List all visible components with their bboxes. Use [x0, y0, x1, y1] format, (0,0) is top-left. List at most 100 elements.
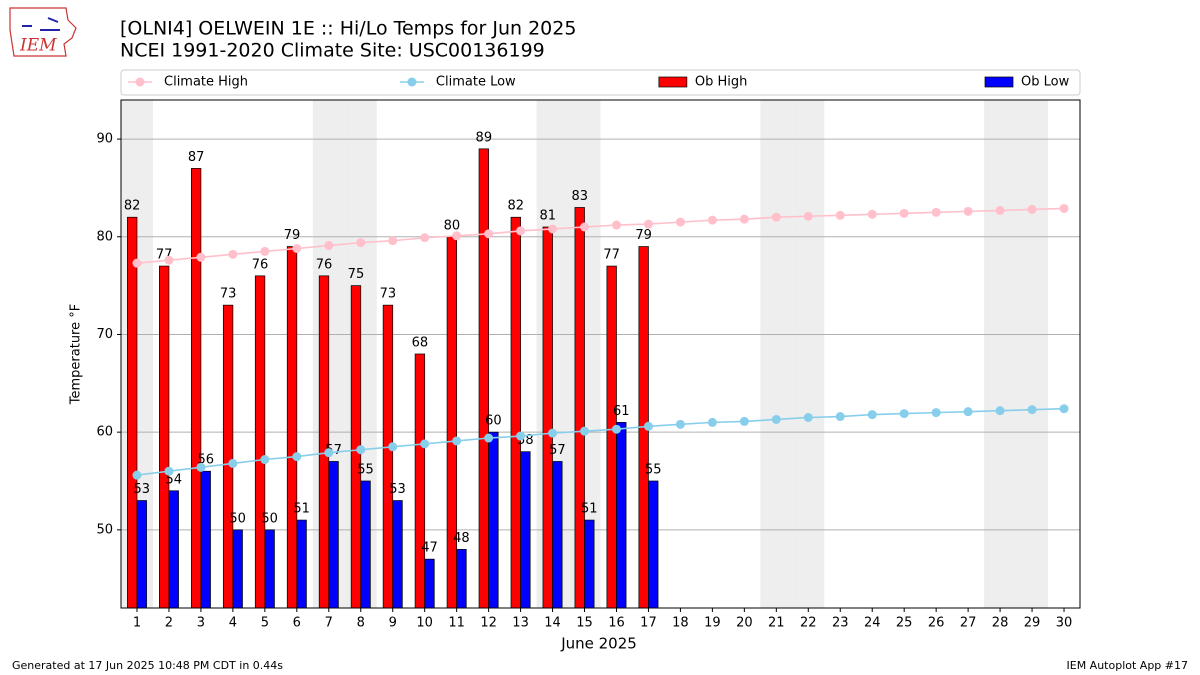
data-label: 51: [581, 502, 598, 517]
line-marker: [580, 426, 590, 436]
data-label: 57: [549, 443, 566, 458]
bar: [606, 265, 617, 609]
line-marker: [931, 408, 941, 418]
y-tick-label: 60: [96, 425, 113, 440]
line-marker: [580, 222, 590, 232]
x-tick-label: 5: [261, 616, 269, 631]
line-marker: [803, 211, 813, 221]
legend-box: [120, 69, 1081, 96]
line-marker: [388, 236, 398, 246]
line-marker: [420, 439, 430, 449]
line-marker: [899, 208, 909, 218]
y-tick-label: 70: [96, 327, 113, 342]
legend-marker: [135, 77, 145, 87]
x-tick-label: 7: [325, 616, 333, 631]
bar: [190, 168, 202, 609]
y-axis-label: Temperature °F: [69, 304, 84, 405]
bar: [392, 500, 403, 609]
line-marker: [356, 445, 366, 455]
legend-marker: [407, 77, 417, 87]
data-label: 68: [412, 336, 429, 351]
line-marker: [484, 433, 494, 443]
line-marker: [611, 424, 621, 434]
bar: [584, 519, 595, 609]
x-tick-label: 14: [544, 616, 561, 631]
line-marker: [835, 412, 845, 422]
y-tick-label: 50: [96, 522, 113, 537]
logo-text: IEM: [19, 36, 57, 56]
line-marker: [643, 219, 653, 229]
logo: IEM: [9, 7, 77, 57]
bar: [222, 304, 234, 609]
data-label: 55: [645, 463, 662, 478]
data-label: 87: [188, 150, 205, 165]
line-marker: [484, 229, 494, 239]
line-marker: [452, 436, 462, 446]
line-marker: [707, 417, 717, 427]
line-marker: [931, 207, 941, 217]
line-marker: [356, 238, 366, 248]
line-marker: [1027, 405, 1037, 415]
weekend-shade: [792, 100, 825, 608]
bar: [296, 519, 307, 609]
bar: [520, 451, 531, 609]
data-label: 80: [444, 218, 461, 233]
line-marker: [228, 458, 238, 468]
line-marker: [899, 409, 909, 419]
line-marker: [196, 252, 206, 262]
bar: [254, 275, 266, 609]
data-label: 73: [220, 287, 237, 302]
bar: [168, 490, 179, 609]
data-label: 82: [124, 199, 141, 214]
line-marker: [292, 452, 302, 462]
line-marker: [707, 215, 717, 225]
line-marker: [835, 210, 845, 220]
x-tick-label: 8: [357, 616, 365, 631]
x-axis-label: June 2025: [560, 635, 637, 653]
data-label: 83: [571, 189, 588, 204]
line-marker: [548, 224, 558, 234]
bar: [127, 216, 138, 609]
line-marker: [963, 206, 973, 216]
line-marker: [292, 243, 302, 253]
line-marker: [1027, 204, 1037, 214]
bar: [446, 236, 457, 609]
x-tick-label: 21: [768, 616, 785, 631]
x-tick-label: 20: [736, 616, 753, 631]
line-marker: [516, 226, 526, 236]
line: [136, 407, 1065, 476]
x-tick-label: 2: [165, 616, 173, 631]
x-tick-label: 28: [992, 616, 1009, 631]
bar: [286, 246, 298, 609]
line-marker: [867, 410, 877, 420]
line-marker: [771, 414, 781, 424]
x-tick-label: 1: [133, 616, 141, 631]
bar: [648, 480, 659, 609]
bar: [382, 304, 394, 609]
x-tick-label: 4: [229, 616, 237, 631]
line-marker: [995, 406, 1005, 416]
line-marker: [995, 205, 1005, 215]
bar: [264, 529, 275, 609]
footer-right: IEM Autoplot App #17: [1067, 659, 1189, 672]
line-marker: [675, 217, 685, 227]
line-marker: [739, 214, 749, 224]
line-marker: [132, 258, 142, 268]
data-label: 47: [421, 541, 438, 556]
x-tick-label: 9: [389, 616, 397, 631]
bar: [616, 422, 627, 609]
bar: [510, 216, 521, 609]
x-tick-label: 22: [800, 616, 817, 631]
data-label: 51: [293, 502, 310, 517]
line-marker: [516, 431, 526, 441]
legend-label: Ob High: [695, 75, 748, 90]
line-marker: [963, 407, 973, 417]
legend-label: Climate High: [164, 75, 248, 90]
line-marker: [1059, 404, 1069, 414]
x-tick-label: 19: [704, 616, 721, 631]
y-tick-label: 90: [96, 132, 113, 147]
x-tick-label: 15: [576, 616, 593, 631]
x-tick-label: 13: [512, 616, 529, 631]
x-tick-label: 27: [960, 616, 977, 631]
